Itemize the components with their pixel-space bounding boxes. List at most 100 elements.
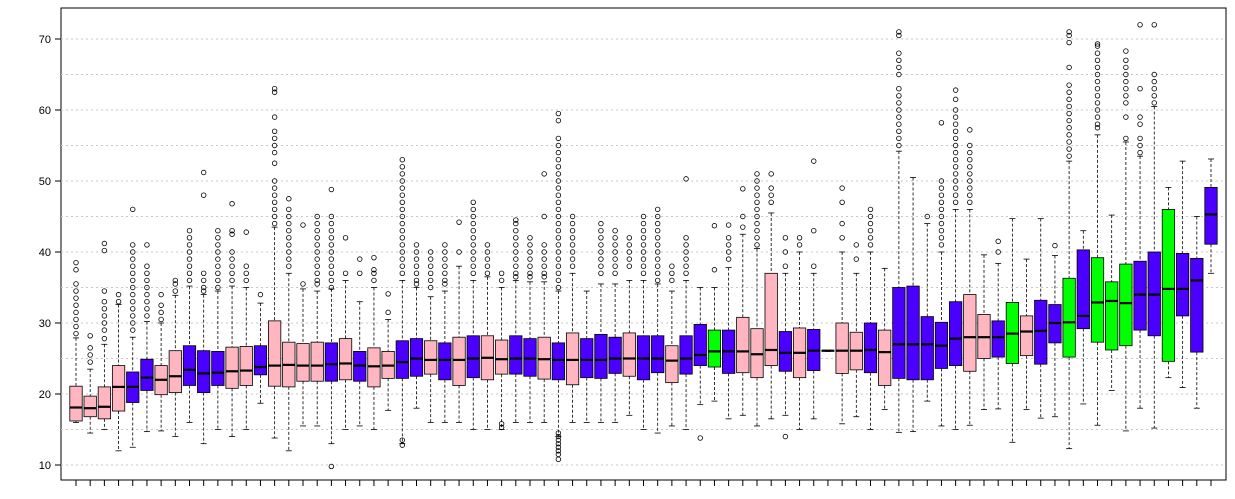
outlier-point xyxy=(683,256,689,262)
outlier-point xyxy=(215,263,221,269)
outlier-point xyxy=(101,240,108,247)
outlier-point xyxy=(87,345,93,351)
box-76 xyxy=(1133,22,1147,409)
outlier-point xyxy=(399,263,406,269)
outlier-point xyxy=(839,235,845,241)
outlier-point xyxy=(527,263,533,269)
outlier-point xyxy=(754,213,760,220)
outlier-point xyxy=(626,242,633,248)
outlier-point xyxy=(484,249,491,255)
outlier-point xyxy=(271,85,278,92)
box-58 xyxy=(878,267,892,411)
iqr-box xyxy=(1105,281,1119,351)
outlier-point xyxy=(754,199,760,205)
outlier-point xyxy=(1137,22,1143,28)
outlier-point xyxy=(1052,242,1058,249)
box-37 xyxy=(580,290,594,423)
outlier-point xyxy=(470,249,476,255)
outlier-point xyxy=(427,249,434,255)
outlier-point xyxy=(1123,78,1129,85)
outlier-point xyxy=(555,249,562,255)
outlier-point xyxy=(768,171,774,177)
outlier-point xyxy=(271,114,278,120)
outlier-point xyxy=(896,50,902,56)
outlier-point xyxy=(243,277,249,284)
outlier-point xyxy=(938,178,945,184)
outlier-point xyxy=(1094,121,1101,127)
outlier-point xyxy=(413,277,420,284)
box-61 xyxy=(920,213,934,402)
outlier-point xyxy=(442,270,448,276)
iqr-box xyxy=(580,338,594,379)
outlier-point xyxy=(754,206,760,213)
outlier-point xyxy=(399,171,406,177)
outlier-point xyxy=(669,270,675,276)
outlier-point xyxy=(130,306,136,312)
outlier-point xyxy=(513,235,519,241)
outlier-point xyxy=(144,306,150,312)
outlier-point xyxy=(555,256,562,262)
outlier-point xyxy=(527,249,533,255)
outlier-point xyxy=(286,206,292,213)
outlier-point xyxy=(200,169,207,176)
outlier-point xyxy=(754,192,760,198)
outlier-point xyxy=(967,149,973,156)
outlier-point xyxy=(271,213,278,220)
outlier-point xyxy=(541,242,547,248)
outlier-point xyxy=(952,114,959,120)
outlier-point xyxy=(725,249,732,255)
outlier-point xyxy=(413,242,420,248)
outlier-point xyxy=(967,178,973,184)
outlier-point xyxy=(286,263,292,269)
box-3 xyxy=(97,240,111,430)
outlier-point xyxy=(229,263,235,269)
outlier-point xyxy=(640,270,647,276)
outlier-point xyxy=(924,213,930,220)
outlier-point xyxy=(286,227,292,234)
outlier-point xyxy=(186,270,193,276)
box-34 xyxy=(537,171,551,423)
iqr-box xyxy=(268,320,282,387)
outlier-point xyxy=(513,227,519,234)
outlier-point xyxy=(229,201,235,207)
outlier-point xyxy=(555,456,562,463)
iqr-box xyxy=(1034,299,1048,365)
outlier-point xyxy=(569,263,576,269)
box-71 xyxy=(1062,29,1076,450)
outlier-point xyxy=(896,107,902,113)
box-30 xyxy=(480,242,495,430)
outlier-point xyxy=(853,256,860,262)
outlier-point xyxy=(754,220,760,227)
outlier-point xyxy=(612,242,618,248)
outlier-point xyxy=(967,164,973,170)
iqr-box xyxy=(495,339,509,375)
outlier-point xyxy=(513,256,519,262)
outlier-point xyxy=(314,263,320,269)
outlier-point xyxy=(669,263,675,269)
box-69 xyxy=(1034,218,1048,419)
outlier-point xyxy=(328,284,335,291)
outlier-point xyxy=(555,171,562,177)
outlier-point xyxy=(144,242,150,248)
outlier-point xyxy=(967,199,973,205)
outlier-point xyxy=(158,302,164,308)
outlier-point xyxy=(768,192,774,198)
iqr-box xyxy=(395,340,409,379)
outlier-point xyxy=(229,227,235,234)
outlier-point xyxy=(513,220,519,227)
outlier-point xyxy=(200,288,207,294)
iqr-box xyxy=(707,329,722,368)
outlier-point xyxy=(513,263,519,269)
y-tick-label: 60 xyxy=(39,105,51,117)
iqr-box xyxy=(182,345,197,386)
outlier-point xyxy=(413,270,420,276)
outlier-point xyxy=(569,220,576,227)
outlier-point xyxy=(172,277,179,284)
outlier-point xyxy=(952,178,959,184)
outlier-point xyxy=(598,242,604,248)
outlier-point xyxy=(399,192,406,198)
iqr-box xyxy=(1062,277,1076,358)
iqr-box xyxy=(239,346,253,386)
outlier-point xyxy=(1137,85,1143,92)
